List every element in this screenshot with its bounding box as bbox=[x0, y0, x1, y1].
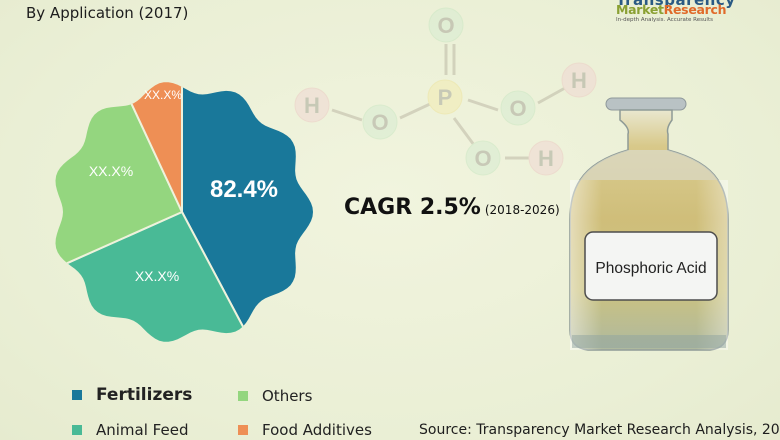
legend-label: Food Additives bbox=[262, 421, 372, 439]
atom-hydrogen-right: H bbox=[571, 68, 587, 93]
legend-swatch-animal-feed bbox=[72, 425, 82, 435]
phosphoric-acid-bottle: Phosphoric Acid bbox=[569, 97, 729, 351]
cagr-annotation: CAGR 2.5% (2018-2026) bbox=[344, 195, 560, 220]
pie-slice-food-additives[interactable] bbox=[119, 67, 183, 213]
cagr-value: CAGR 2.5% bbox=[344, 195, 481, 220]
atom-phosphorus: P bbox=[438, 85, 453, 110]
atom-hydrogen-bottom: H bbox=[538, 146, 554, 171]
bottle-label: Phosphoric Acid bbox=[595, 260, 706, 277]
legend-label: Others bbox=[262, 387, 313, 405]
chart-title: By Application (2017) bbox=[26, 4, 189, 22]
legend-swatch-food-additives bbox=[238, 425, 248, 435]
company-logo: Transparency MarketResearch In-depth Ana… bbox=[612, 0, 780, 28]
legend-item-fertilizers[interactable]: Fertilizers bbox=[72, 385, 192, 405]
legend-swatch-fertilizers bbox=[72, 390, 82, 400]
logo-research: Research bbox=[663, 2, 727, 17]
logo-top-text: Transparency bbox=[616, 0, 736, 9]
atom-oxygen-top: O bbox=[437, 13, 454, 38]
atom-oxygen-left: O bbox=[371, 110, 388, 135]
cagr-period: (2018-2026) bbox=[484, 203, 560, 217]
slice-label-fertilizers: 82.4% bbox=[210, 176, 278, 203]
pie-chart: 82.4% XX.X% XX.X% XX.X% bbox=[55, 67, 313, 342]
legend-swatch-others bbox=[238, 391, 248, 401]
legend-label: Fertilizers bbox=[96, 385, 193, 405]
legend-item-food-additives[interactable]: Food Additives bbox=[238, 421, 372, 439]
logo-market: Market bbox=[616, 2, 664, 17]
legend-item-others[interactable]: Others bbox=[238, 387, 312, 405]
logo-tagline: In-depth Analysis. Accurate Results bbox=[616, 17, 713, 23]
slice-label-animal-feed: XX.X% bbox=[135, 268, 179, 284]
atom-oxygen-bottom: O bbox=[474, 146, 491, 171]
legend-label: Animal Feed bbox=[96, 421, 189, 439]
slice-label-others: XX.X% bbox=[89, 163, 133, 179]
source-note: Source: Transparency Market Research Ana… bbox=[419, 422, 780, 438]
chart-legend: Fertilizers Others Animal Feed Food Addi… bbox=[72, 385, 392, 440]
slice-label-food-additives: XX.X% bbox=[144, 88, 182, 102]
legend-item-animal-feed[interactable]: Animal Feed bbox=[72, 421, 188, 439]
atom-oxygen-right: O bbox=[509, 96, 526, 121]
phosphoric-acid-molecule: O H O P O H O H bbox=[294, 7, 597, 176]
logo-name: MarketResearch bbox=[616, 2, 727, 17]
atom-hydrogen-left: H bbox=[304, 93, 320, 118]
